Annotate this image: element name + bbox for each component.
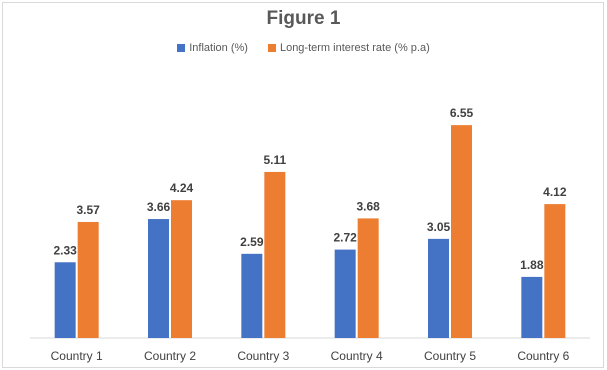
chart-title: Figure 1 (266, 8, 341, 29)
data-label-inflation-1: 2.33 (53, 243, 77, 257)
data-label-interest-rate-2: 4.24 (170, 181, 194, 195)
x-tick-label-5: Country 5 (424, 349, 476, 363)
bar-inflation-4 (334, 249, 356, 338)
bar-inflation-2 (148, 219, 169, 338)
x-tick-label-6: Country 6 (517, 349, 569, 363)
data-label-inflation-2: 3.66 (147, 200, 171, 214)
data-label-inflation-3: 2.59 (240, 235, 264, 249)
data-label-interest-rate-4: 3.68 (356, 199, 380, 213)
x-tick-label-4: Country 4 (331, 349, 383, 363)
data-label-inflation-5: 3.05 (427, 220, 451, 234)
legend-item-inflation: Inflation (%) (177, 42, 248, 54)
bar-interest-rate-1 (77, 221, 99, 338)
bar-inflation-3 (241, 253, 263, 338)
bar-interest-rate-3 (264, 171, 286, 338)
data-label-inflation-6: 1.88 (520, 258, 544, 272)
x-tick-label-1: Country 1 (51, 349, 103, 363)
x-tick-label-3: Country 3 (237, 349, 289, 363)
data-label-interest-rate-1: 3.57 (76, 203, 100, 217)
legend-item-interest-rate: Long-term interest rate (% p.a) (267, 42, 430, 54)
data-label-inflation-4: 2.72 (333, 231, 357, 245)
bar-interest-rate-2 (171, 200, 192, 338)
bar-interest-rate-4 (357, 218, 379, 338)
bar-inflation-1 (54, 262, 76, 338)
chart-legend: Inflation (%) Long-term interest rate (%… (0, 42, 607, 54)
bar-inflation-6 (521, 276, 543, 338)
legend-swatch-interest-rate (267, 44, 276, 52)
legend-swatch-inflation (177, 44, 186, 52)
data-label-interest-rate-6: 4.12 (543, 185, 567, 199)
legend-label-interest-rate: Long-term interest rate (% p.a) (279, 42, 430, 54)
legend-label-inflation: Inflation (%) (189, 42, 248, 54)
data-label-interest-rate-5: 6.55 (450, 106, 474, 120)
bar-inflation-5 (428, 238, 449, 338)
bar-interest-rate-5 (451, 125, 472, 338)
x-tick-label-2: Country 2 (144, 349, 196, 363)
data-label-interest-rate-3: 5.11 (263, 153, 286, 167)
bar-interest-rate-6 (544, 204, 566, 338)
